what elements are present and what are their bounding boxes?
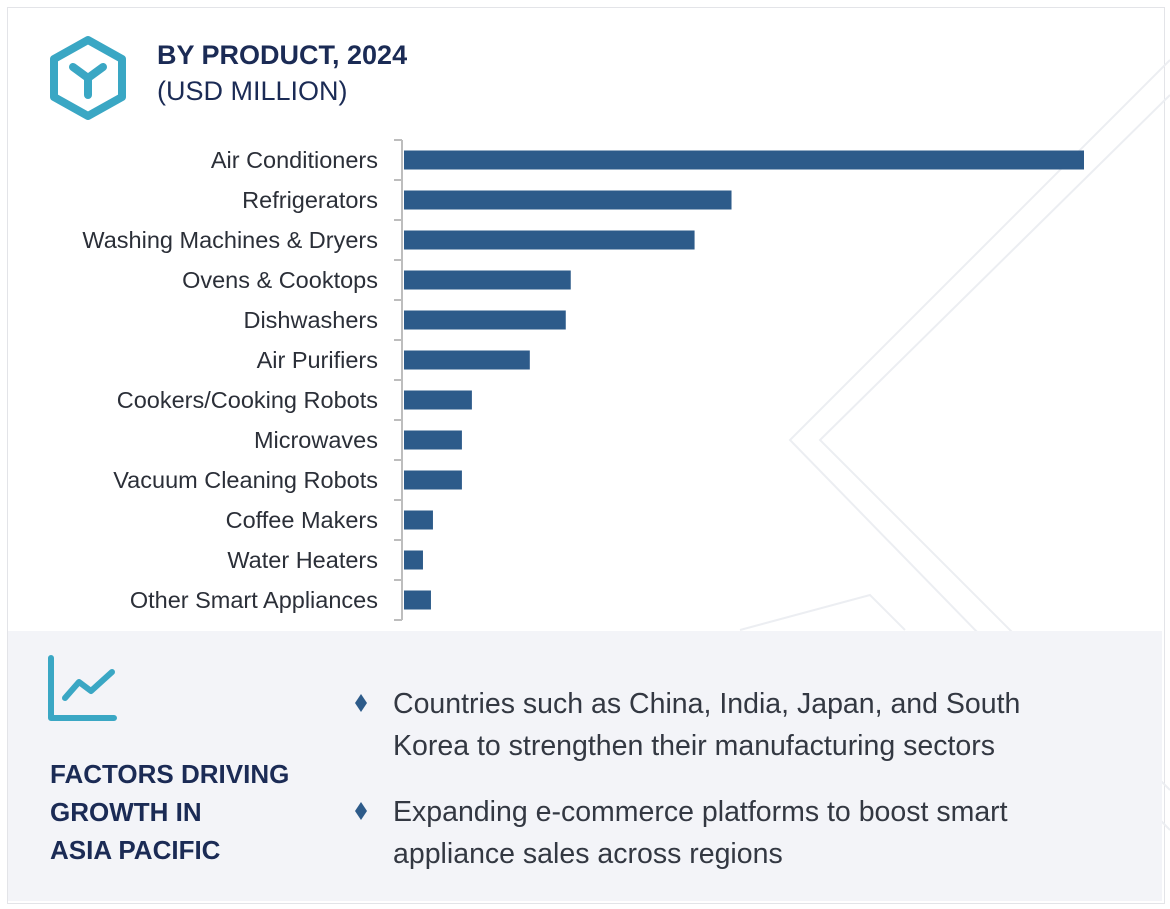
factors-title: FACTORS DRIVING GROWTH IN ASIA PACIFIC: [50, 755, 320, 869]
category-label: Washing Machines & Dryers: [82, 227, 378, 253]
chart-title: BY PRODUCT, 2024: [157, 40, 408, 70]
factors-title-line: ASIA PACIFIC: [50, 835, 221, 865]
category-label: Cookers/Cooking Robots: [117, 387, 378, 413]
chart-subtitle: (USD MILLION): [157, 76, 348, 106]
factor-text: Countries such as China, India, Japan, a…: [393, 688, 1021, 762]
diamond-bullet-icon: [355, 802, 367, 820]
category-label: Other Smart Appliances: [130, 587, 378, 613]
category-label: Coffee Makers: [226, 507, 378, 533]
category-label: Ovens & Cooktops: [182, 267, 378, 293]
factors-title-line: GROWTH IN: [50, 797, 202, 827]
factors-title-line: FACTORS DRIVING: [50, 759, 290, 789]
category-label: Air Conditioners: [211, 147, 378, 173]
bar: [404, 230, 695, 250]
hexagon-y-icon: [50, 36, 126, 120]
diamond-bullet-icon: [355, 694, 367, 712]
bar: [404, 510, 433, 530]
bar-chart: Air Conditioners Refrigerators Washing Mac…: [82, 139, 1084, 621]
category-label: Vacuum Cleaning Robots: [113, 467, 378, 493]
bar: [404, 310, 566, 330]
bar: [404, 390, 472, 410]
category-label: Refrigerators: [242, 187, 378, 213]
category-label: Dishwashers: [243, 307, 378, 333]
bar: [404, 190, 732, 210]
category-label: Microwaves: [254, 427, 378, 453]
line-chart-icon: [48, 655, 117, 721]
factors-panel: [8, 631, 1162, 901]
bar: [404, 150, 1084, 170]
category-label: Water Heaters: [227, 547, 378, 573]
bar: [404, 550, 423, 570]
bar: [404, 350, 530, 370]
bar: [404, 430, 462, 450]
category-label: Air Purifiers: [257, 347, 378, 373]
bar: [404, 470, 462, 490]
factor-text: Expanding e-commerce platforms to boost …: [393, 796, 1008, 870]
bar: [404, 590, 431, 610]
bar: [404, 270, 571, 290]
